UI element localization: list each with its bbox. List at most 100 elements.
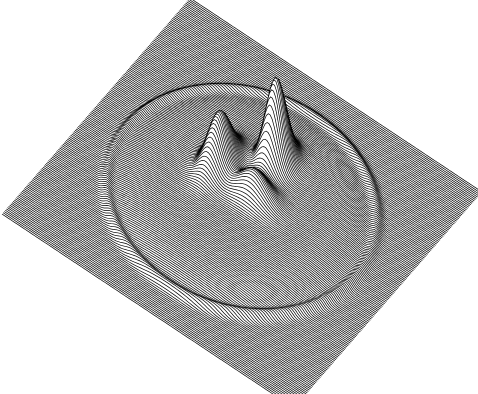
scanline	[80, 123, 373, 319]
scanline	[58, 148, 351, 344]
scanline	[17, 195, 310, 391]
scanline	[63, 142, 357, 338]
scanline	[2, 212, 277, 394]
scanline	[27, 184, 320, 380]
scanline	[156, 35, 449, 231]
scanline	[186, 1, 478, 196]
scanline-occluder	[180, 9, 472, 206]
scanline	[73, 131, 367, 326]
scanline	[79, 124, 372, 320]
scanline	[75, 128, 369, 324]
scanline-occluder	[182, 6, 475, 203]
scanline	[164, 26, 457, 222]
scanline	[8, 206, 292, 394]
scanline	[54, 152, 348, 348]
scanline	[167, 23, 461, 218]
scanline	[29, 181, 322, 377]
scanline	[12, 201, 304, 394]
scanline	[166, 24, 459, 219]
scanline	[88, 114, 381, 310]
scanline	[176, 12, 469, 208]
scanline	[153, 39, 446, 235]
scanline	[6, 208, 286, 394]
scanline	[11, 202, 301, 394]
scanline	[67, 138, 360, 334]
scanline	[31, 179, 325, 374]
scanline	[50, 157, 343, 353]
scanline	[99, 101, 392, 297]
scanline	[152, 40, 445, 236]
scanline	[23, 188, 317, 383]
scanline	[87, 115, 380, 311]
scanline	[42, 166, 336, 362]
scanline	[150, 43, 443, 238]
scanline	[110, 89, 403, 284]
scanline	[30, 180, 323, 376]
scanline	[19, 193, 312, 388]
scanline	[114, 84, 407, 279]
scanline	[187, 0, 478, 194]
scanline	[89, 113, 382, 308]
scanline-occluder	[178, 10, 471, 207]
scanline	[7, 207, 289, 394]
scanline	[163, 28, 456, 223]
scanline	[32, 178, 326, 373]
scanline	[100, 100, 393, 296]
scanline	[85, 117, 379, 312]
scanline	[14, 199, 307, 394]
scanline	[77, 127, 370, 322]
scanline	[124, 72, 417, 268]
scanline	[47, 161, 340, 357]
scanline-occluder	[17, 196, 310, 393]
scanline	[155, 37, 448, 232]
scanline	[122, 75, 415, 270]
scanline	[33, 176, 327, 372]
scanline	[44, 164, 338, 359]
scanline	[171, 19, 464, 214]
scanline	[178, 10, 472, 205]
scanline	[173, 16, 466, 212]
scanline	[78, 126, 371, 321]
scanline-occluder	[187, 0, 478, 196]
scanline	[121, 76, 414, 272]
scanline-occluder	[185, 3, 478, 200]
scanline	[151, 42, 444, 237]
scanline	[117, 80, 411, 275]
scanline	[159, 32, 453, 227]
scanline	[71, 133, 364, 329]
scanline	[35, 175, 328, 371]
scanline	[101, 99, 394, 294]
scanline	[181, 7, 474, 203]
scanline	[111, 87, 404, 283]
scanline	[57, 150, 350, 345]
scanline-occluder	[184, 4, 477, 201]
scanline	[169, 20, 463, 216]
scanline	[183, 5, 476, 200]
scanline	[94, 107, 388, 302]
scanline	[39, 170, 332, 366]
scanline	[98, 103, 391, 298]
scanline	[56, 151, 349, 346]
scanline	[25, 187, 318, 382]
scanline	[48, 160, 341, 355]
scanline	[21, 190, 315, 386]
scanline	[52, 155, 346, 350]
scanline	[96, 104, 390, 299]
scanline	[92, 109, 385, 305]
scanline	[93, 108, 386, 303]
scanline	[59, 147, 352, 343]
scanline	[113, 85, 406, 280]
scanline	[16, 197, 309, 392]
scanline	[154, 38, 447, 233]
scanline	[158, 33, 452, 228]
scanline	[177, 11, 470, 207]
scanline	[112, 86, 405, 282]
scanline	[51, 156, 344, 352]
scanline	[179, 9, 473, 204]
scanline	[120, 77, 413, 273]
scanline	[74, 129, 368, 325]
scanline	[184, 4, 477, 199]
scanline	[20, 192, 313, 387]
